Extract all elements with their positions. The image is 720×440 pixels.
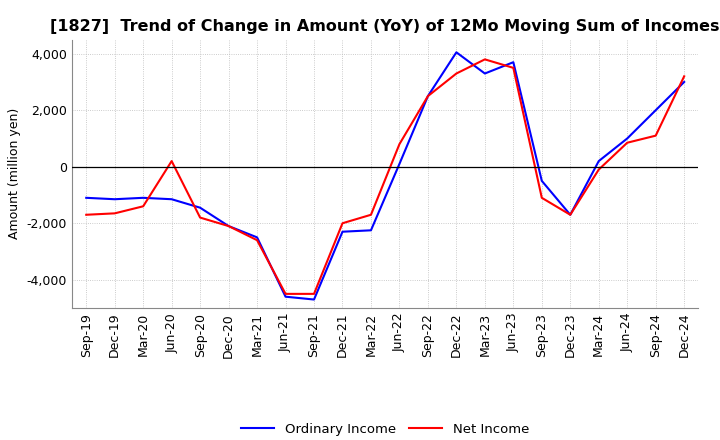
Net Income: [338, 220, 347, 226]
Ordinary Income: [139, 195, 148, 201]
Ordinary Income: [82, 195, 91, 201]
Net Income: [196, 215, 204, 220]
Net Income: [452, 71, 461, 76]
Ordinary Income: [310, 297, 318, 302]
Ordinary Income: [282, 294, 290, 299]
Net Income: [480, 57, 489, 62]
Net Income: [395, 142, 404, 147]
Ordinary Income: [225, 224, 233, 229]
Net Income: [366, 212, 375, 217]
Net Income: [537, 195, 546, 201]
Net Income: [652, 133, 660, 138]
Ordinary Income: [167, 197, 176, 202]
Net Income: [623, 140, 631, 145]
Net Income: [110, 211, 119, 216]
Ordinary Income: [253, 235, 261, 240]
Ordinary Income: [452, 50, 461, 55]
Ordinary Income: [480, 71, 489, 76]
Net Income: [282, 291, 290, 297]
Ordinary Income: [509, 59, 518, 65]
Net Income: [225, 224, 233, 229]
Ordinary Income: [623, 136, 631, 141]
Net Income: [253, 238, 261, 243]
Net Income: [680, 73, 688, 79]
Net Income: [82, 212, 91, 217]
Net Income: [423, 93, 432, 99]
Ordinary Income: [423, 93, 432, 99]
Net Income: [595, 167, 603, 172]
Ordinary Income: [652, 108, 660, 113]
Net Income: [167, 158, 176, 164]
Ordinary Income: [395, 161, 404, 167]
Y-axis label: Amount (million yen): Amount (million yen): [8, 108, 21, 239]
Title: [1827]  Trend of Change in Amount (YoY) of 12Mo Moving Sum of Incomes: [1827] Trend of Change in Amount (YoY) o…: [50, 19, 720, 34]
Net Income: [310, 291, 318, 297]
Net Income: [139, 204, 148, 209]
Ordinary Income: [366, 227, 375, 233]
Ordinary Income: [566, 212, 575, 217]
Ordinary Income: [595, 158, 603, 164]
Net Income: [509, 65, 518, 70]
Legend: Ordinary Income, Net Income: Ordinary Income, Net Income: [236, 418, 534, 440]
Ordinary Income: [338, 229, 347, 235]
Ordinary Income: [196, 205, 204, 210]
Line: Ordinary Income: Ordinary Income: [86, 52, 684, 300]
Net Income: [566, 212, 575, 217]
Line: Net Income: Net Income: [86, 59, 684, 294]
Ordinary Income: [680, 79, 688, 84]
Ordinary Income: [537, 178, 546, 183]
Ordinary Income: [110, 197, 119, 202]
